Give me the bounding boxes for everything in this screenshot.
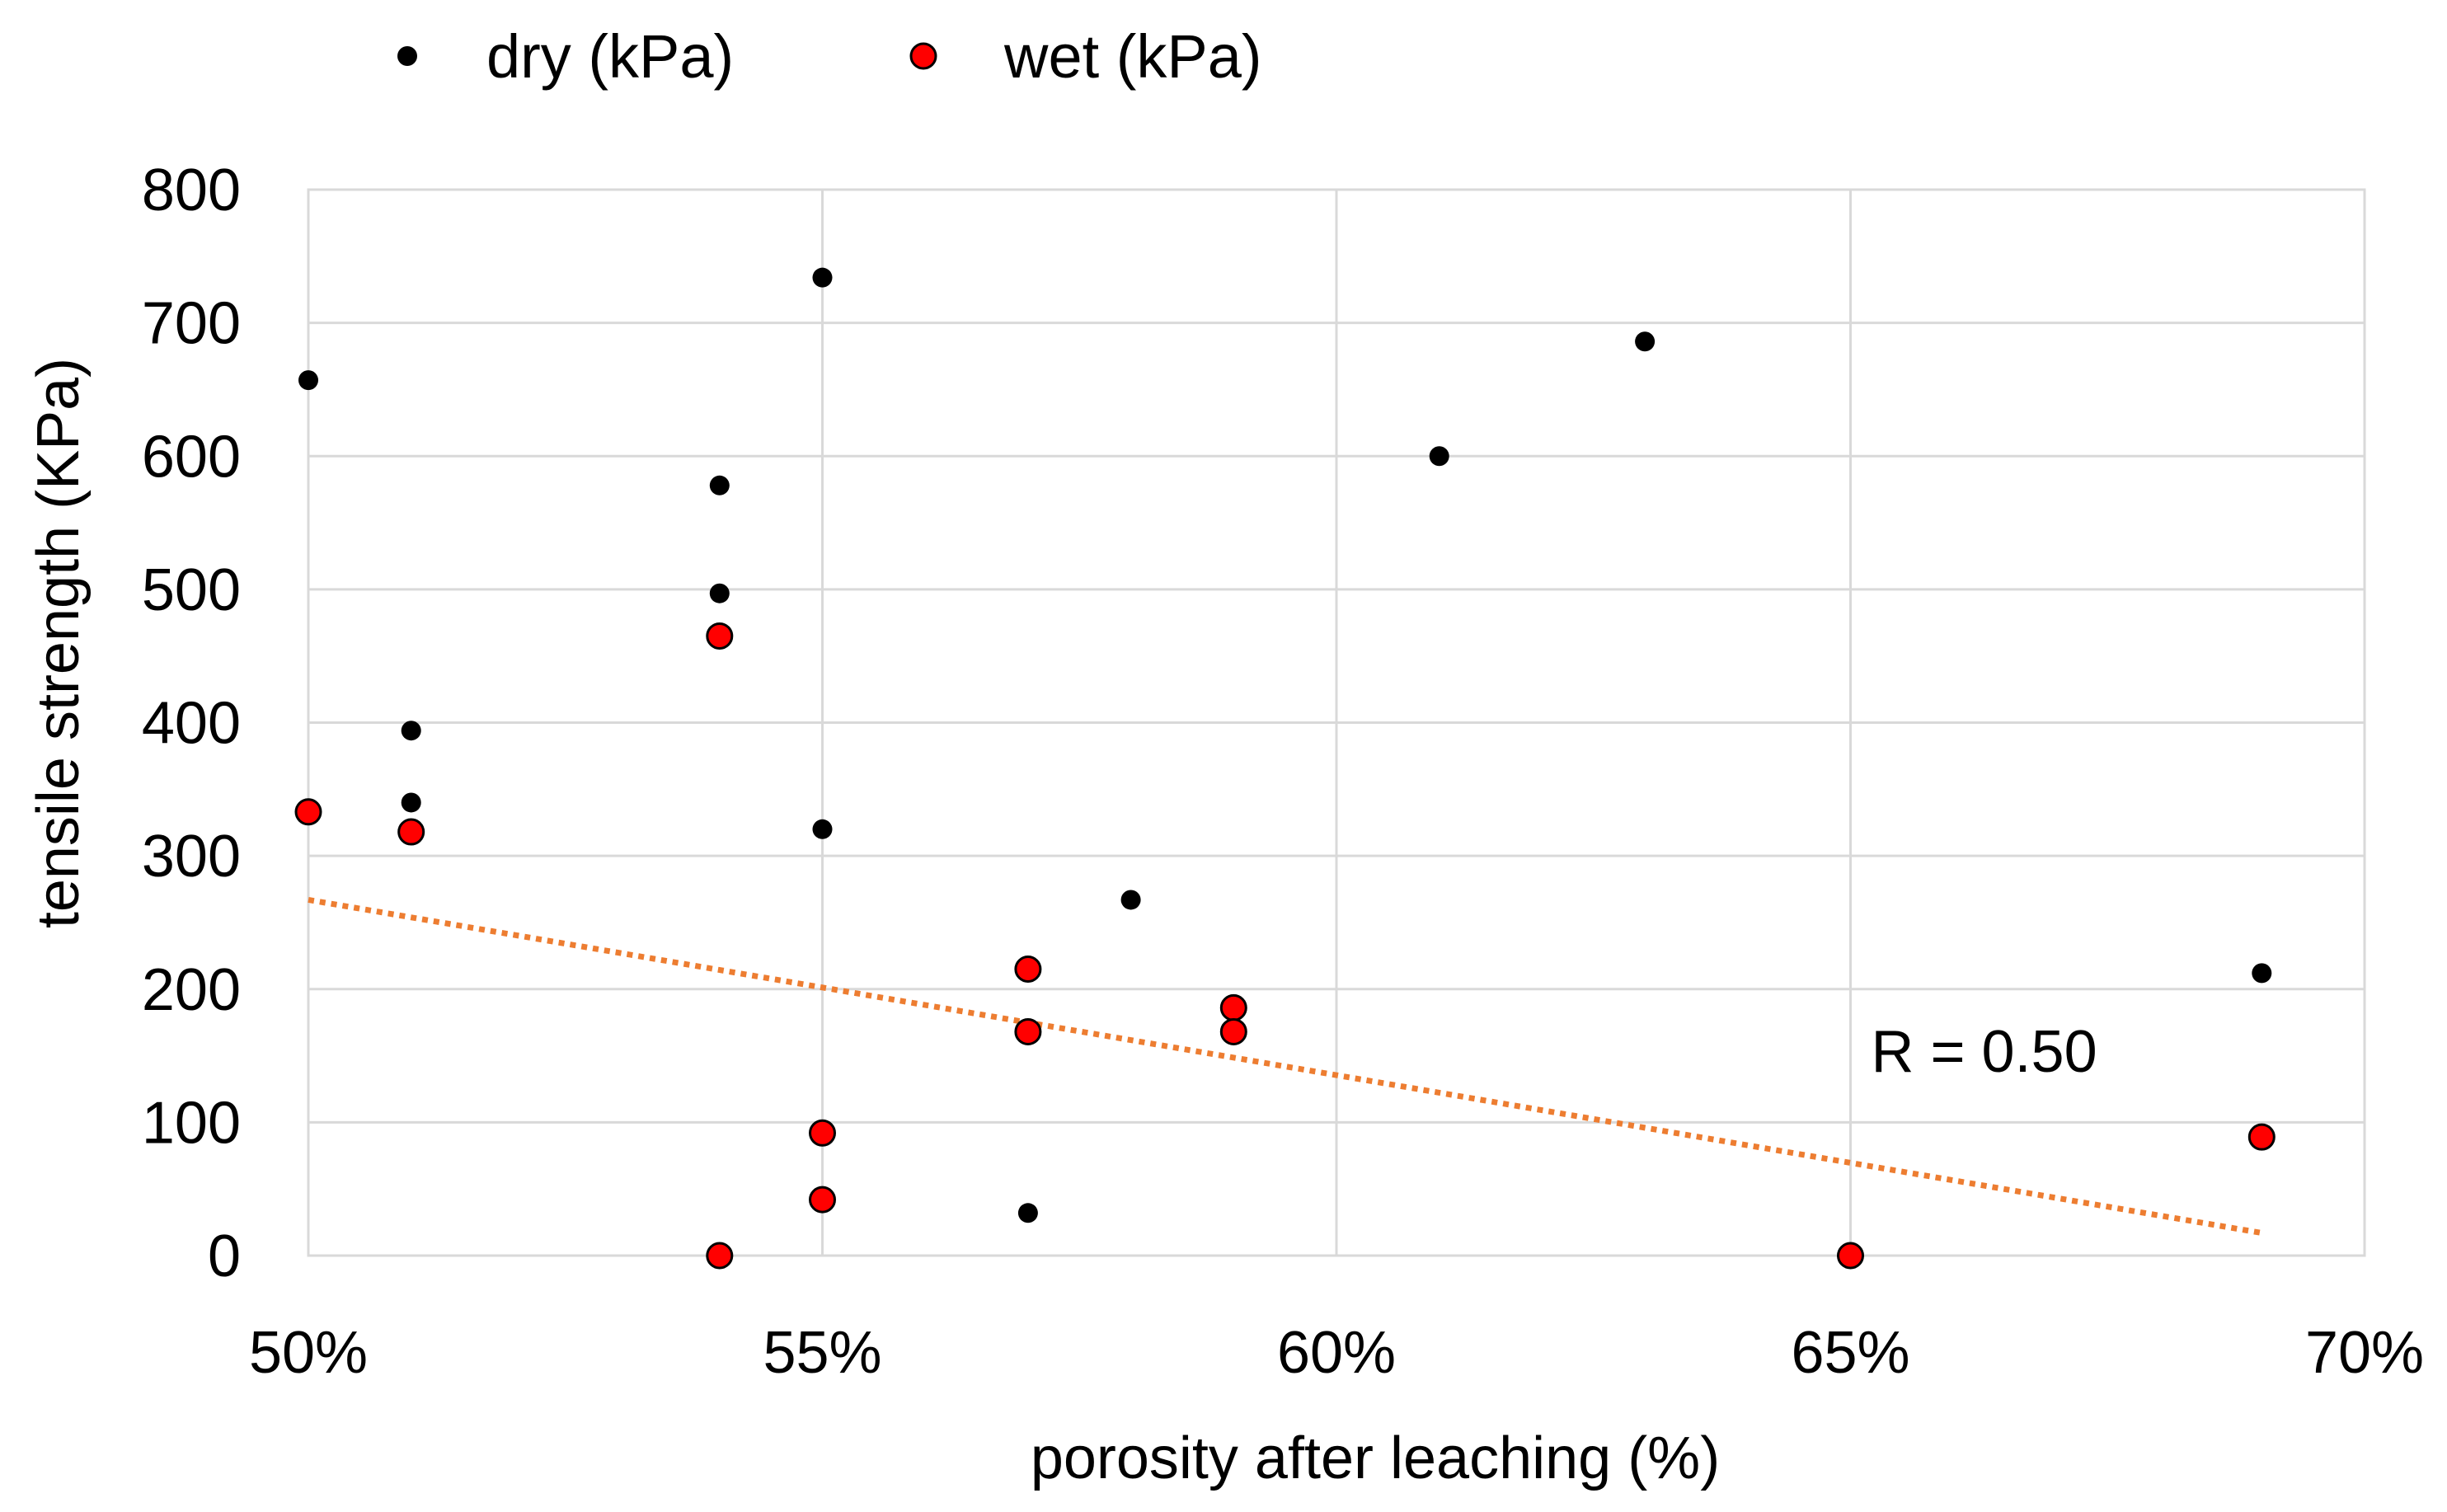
y-axis-ticks: 0 100 200 300 400 500 600 700 800: [142, 157, 241, 1289]
y-axis-title: tensile strength (KPa): [26, 358, 92, 928]
data-points: [294, 267, 2276, 1270]
x-tick-label: 60%: [1277, 1320, 1396, 1386]
wet-data-point: [1219, 1017, 1247, 1045]
wet-data-point: [294, 798, 322, 826]
dry-data-point: [2252, 963, 2272, 984]
wet-data-point: [397, 818, 425, 846]
y-tick-label: 600: [142, 424, 241, 490]
wet-data-point: [706, 622, 734, 650]
y-tick-label: 0: [208, 1223, 241, 1289]
y-tick-label: 800: [142, 157, 241, 223]
y-tick-label: 400: [142, 691, 241, 757]
r-value-annotation: R = 0.50: [1871, 1019, 2097, 1085]
y-tick-label: 500: [142, 557, 241, 623]
wet-data-point: [809, 1186, 836, 1214]
x-tick-label: 70%: [2305, 1320, 2424, 1386]
dry-data-point: [401, 721, 421, 741]
trendline: [308, 897, 2262, 1236]
dry-data-point: [1120, 890, 1141, 910]
dry-data-point: [1429, 446, 1449, 467]
annotations: R = 0.50: [1871, 1019, 2097, 1085]
dry-data-point: [709, 475, 730, 495]
x-axis-title: porosity after leaching (%): [1031, 1425, 1720, 1491]
legend-dry-label: dry (kPa): [486, 22, 734, 91]
legend-wet-label: wet (kPa): [1003, 22, 1262, 91]
wet-data-point: [1837, 1242, 1864, 1270]
dry-data-point: [812, 819, 833, 839]
x-tick-label: 50%: [249, 1320, 368, 1386]
y-tick-label: 100: [142, 1090, 241, 1156]
y-tick-label: 300: [142, 824, 241, 890]
trendline-layer: [308, 897, 2262, 1236]
y-tick-label: 200: [142, 957, 241, 1023]
x-axis-ticks: 50% 55% 60% 65% 70%: [249, 1320, 2424, 1386]
x-tick-label: 65%: [1791, 1320, 1909, 1386]
wet-data-point: [1219, 993, 1247, 1021]
y-tick-label: 700: [142, 291, 241, 357]
dry-data-point: [709, 583, 730, 603]
x-tick-label: 55%: [763, 1320, 881, 1386]
wet-data-point: [1014, 956, 1042, 984]
wet-data-point: [809, 1119, 836, 1147]
wet-data-point: [1014, 1017, 1042, 1045]
dry-data-point: [812, 267, 833, 288]
legend-dry-marker: [397, 46, 417, 66]
wet-data-point: [2247, 1123, 2276, 1151]
dry-data-point: [298, 370, 318, 391]
dry-data-point: [1017, 1203, 1038, 1223]
dry-data-point: [1635, 331, 1656, 352]
legend-wet-marker: [909, 42, 937, 70]
plot-area-border: [307, 188, 2366, 1257]
legend: dry (kPa) wet (kPa): [397, 22, 1262, 91]
dry-data-point: [401, 792, 421, 813]
wet-data-point: [706, 1242, 734, 1270]
